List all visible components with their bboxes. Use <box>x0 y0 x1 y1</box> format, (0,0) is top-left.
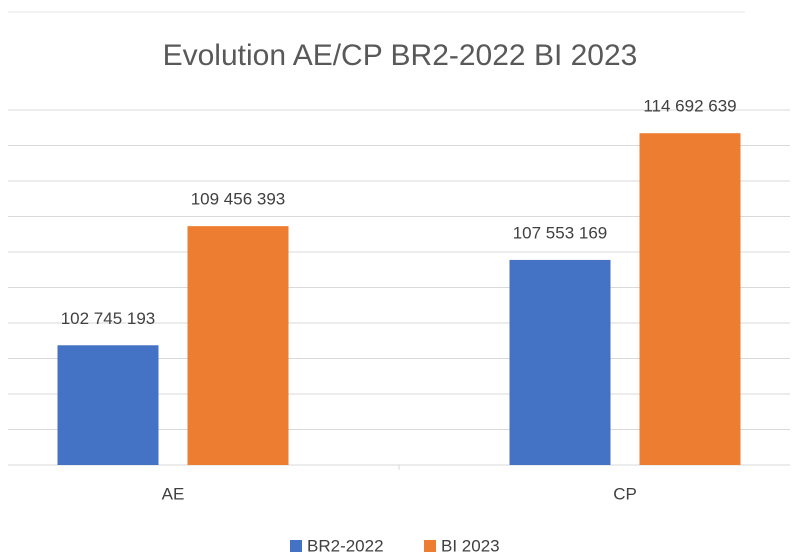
legend-swatch <box>424 540 436 552</box>
x-tick-label: CP <box>613 484 637 503</box>
bar <box>187 226 289 465</box>
legend-label: BR2-2022 <box>307 536 384 555</box>
bar <box>509 259 611 465</box>
chart-title: Evolution AE/CP BR2-2022 BI 2023 <box>163 39 638 72</box>
legend-label: BI 2023 <box>441 536 500 555</box>
data-label: 102 745 193 <box>61 309 156 328</box>
legend-swatch <box>290 540 302 552</box>
x-tick-label: AE <box>162 484 185 503</box>
bar <box>57 345 159 465</box>
data-label: 114 692 639 <box>643 97 736 116</box>
data-label: 109 456 393 <box>191 190 286 209</box>
data-label: 107 553 169 <box>513 223 608 242</box>
bar <box>639 133 741 465</box>
